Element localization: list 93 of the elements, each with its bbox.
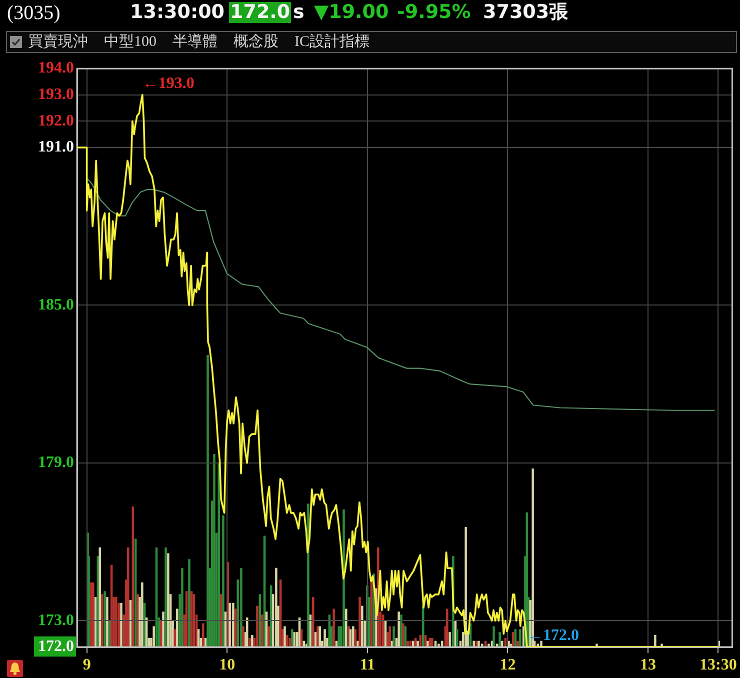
bar xyxy=(152,626,155,647)
bar xyxy=(256,606,258,647)
bar xyxy=(228,602,231,647)
bar xyxy=(240,568,242,647)
bar xyxy=(361,606,364,647)
text: 概念股 xyxy=(234,33,278,51)
bar xyxy=(448,632,451,647)
bar xyxy=(472,640,475,647)
text: ▼19.00 xyxy=(314,1,389,23)
bar xyxy=(312,597,314,647)
bar xyxy=(120,602,122,647)
bar xyxy=(519,629,522,647)
bar xyxy=(206,355,209,647)
bar xyxy=(318,626,322,647)
y-tick-label: 172.0 xyxy=(38,638,74,656)
bar xyxy=(115,597,118,647)
bar xyxy=(251,634,254,647)
bar xyxy=(291,629,294,647)
bar xyxy=(202,623,204,647)
text: 172.0 xyxy=(229,1,292,23)
text: IC設計指標 xyxy=(294,33,370,51)
bar xyxy=(141,582,144,647)
text: 37303張 xyxy=(483,1,568,23)
bar xyxy=(398,612,400,647)
x-tick-label: 13:30 xyxy=(700,656,737,674)
bar xyxy=(332,608,335,647)
bar xyxy=(412,640,414,647)
bar xyxy=(422,606,424,647)
bar xyxy=(162,612,164,647)
y-tick-label: 173.0 xyxy=(38,612,74,629)
x-tick-label: 9 xyxy=(82,656,91,674)
bar xyxy=(188,559,190,647)
bar xyxy=(288,638,291,647)
bar xyxy=(406,640,409,647)
bar xyxy=(478,640,480,647)
text: 13:30:00 xyxy=(130,1,225,23)
bar xyxy=(388,626,391,647)
y-tick-label: 179.0 xyxy=(38,454,74,472)
bar xyxy=(222,515,224,647)
bar xyxy=(516,640,519,647)
x-tick-label: 11 xyxy=(360,656,375,674)
bar xyxy=(104,591,106,647)
bar xyxy=(106,597,108,647)
bar xyxy=(428,638,431,647)
y-tick-label: 192.0 xyxy=(38,112,74,130)
bar xyxy=(192,594,195,647)
bar xyxy=(284,626,286,647)
bar xyxy=(181,568,184,647)
bar xyxy=(345,608,348,647)
bar xyxy=(338,626,340,647)
bar xyxy=(464,526,467,647)
y-tick-label: 185.0 xyxy=(38,296,74,314)
bar xyxy=(358,597,361,647)
bar xyxy=(248,638,251,647)
bar xyxy=(307,504,310,647)
bar xyxy=(352,626,354,647)
bar xyxy=(275,568,278,647)
bar xyxy=(176,608,178,647)
bar xyxy=(348,626,350,647)
bar xyxy=(242,626,244,647)
x-tick-label: 10 xyxy=(219,656,236,674)
y-tick-label: 193.0 xyxy=(38,86,74,104)
annotation: ←193.0 xyxy=(142,75,194,92)
text: 半導體 xyxy=(172,33,218,51)
bar xyxy=(342,509,345,647)
bar xyxy=(164,547,167,647)
x-tick-label: 12 xyxy=(500,656,516,674)
bar xyxy=(232,602,234,647)
y-tick-label: 194.0 xyxy=(38,60,74,77)
chart-title: (3035) xyxy=(7,2,60,24)
text: 中型100 xyxy=(104,33,156,51)
bar xyxy=(324,629,326,647)
bar xyxy=(218,462,220,647)
x-tick-label: 13 xyxy=(640,656,656,674)
text: -9.95% xyxy=(397,1,471,23)
bar xyxy=(654,634,656,647)
text: 買賣現沖 xyxy=(28,33,88,51)
bar xyxy=(416,640,419,647)
bar xyxy=(101,594,104,647)
bar xyxy=(286,634,288,647)
bar xyxy=(392,626,395,647)
bar xyxy=(167,553,170,647)
bar xyxy=(498,632,501,647)
y-tick-label: 191.0 xyxy=(38,138,74,156)
bar xyxy=(492,626,495,647)
bar xyxy=(127,547,130,647)
bar xyxy=(261,614,264,647)
text: s xyxy=(293,1,304,23)
bar xyxy=(400,614,402,647)
bar xyxy=(402,623,404,647)
bar xyxy=(302,640,305,647)
bar xyxy=(213,454,216,647)
bar xyxy=(446,608,448,647)
